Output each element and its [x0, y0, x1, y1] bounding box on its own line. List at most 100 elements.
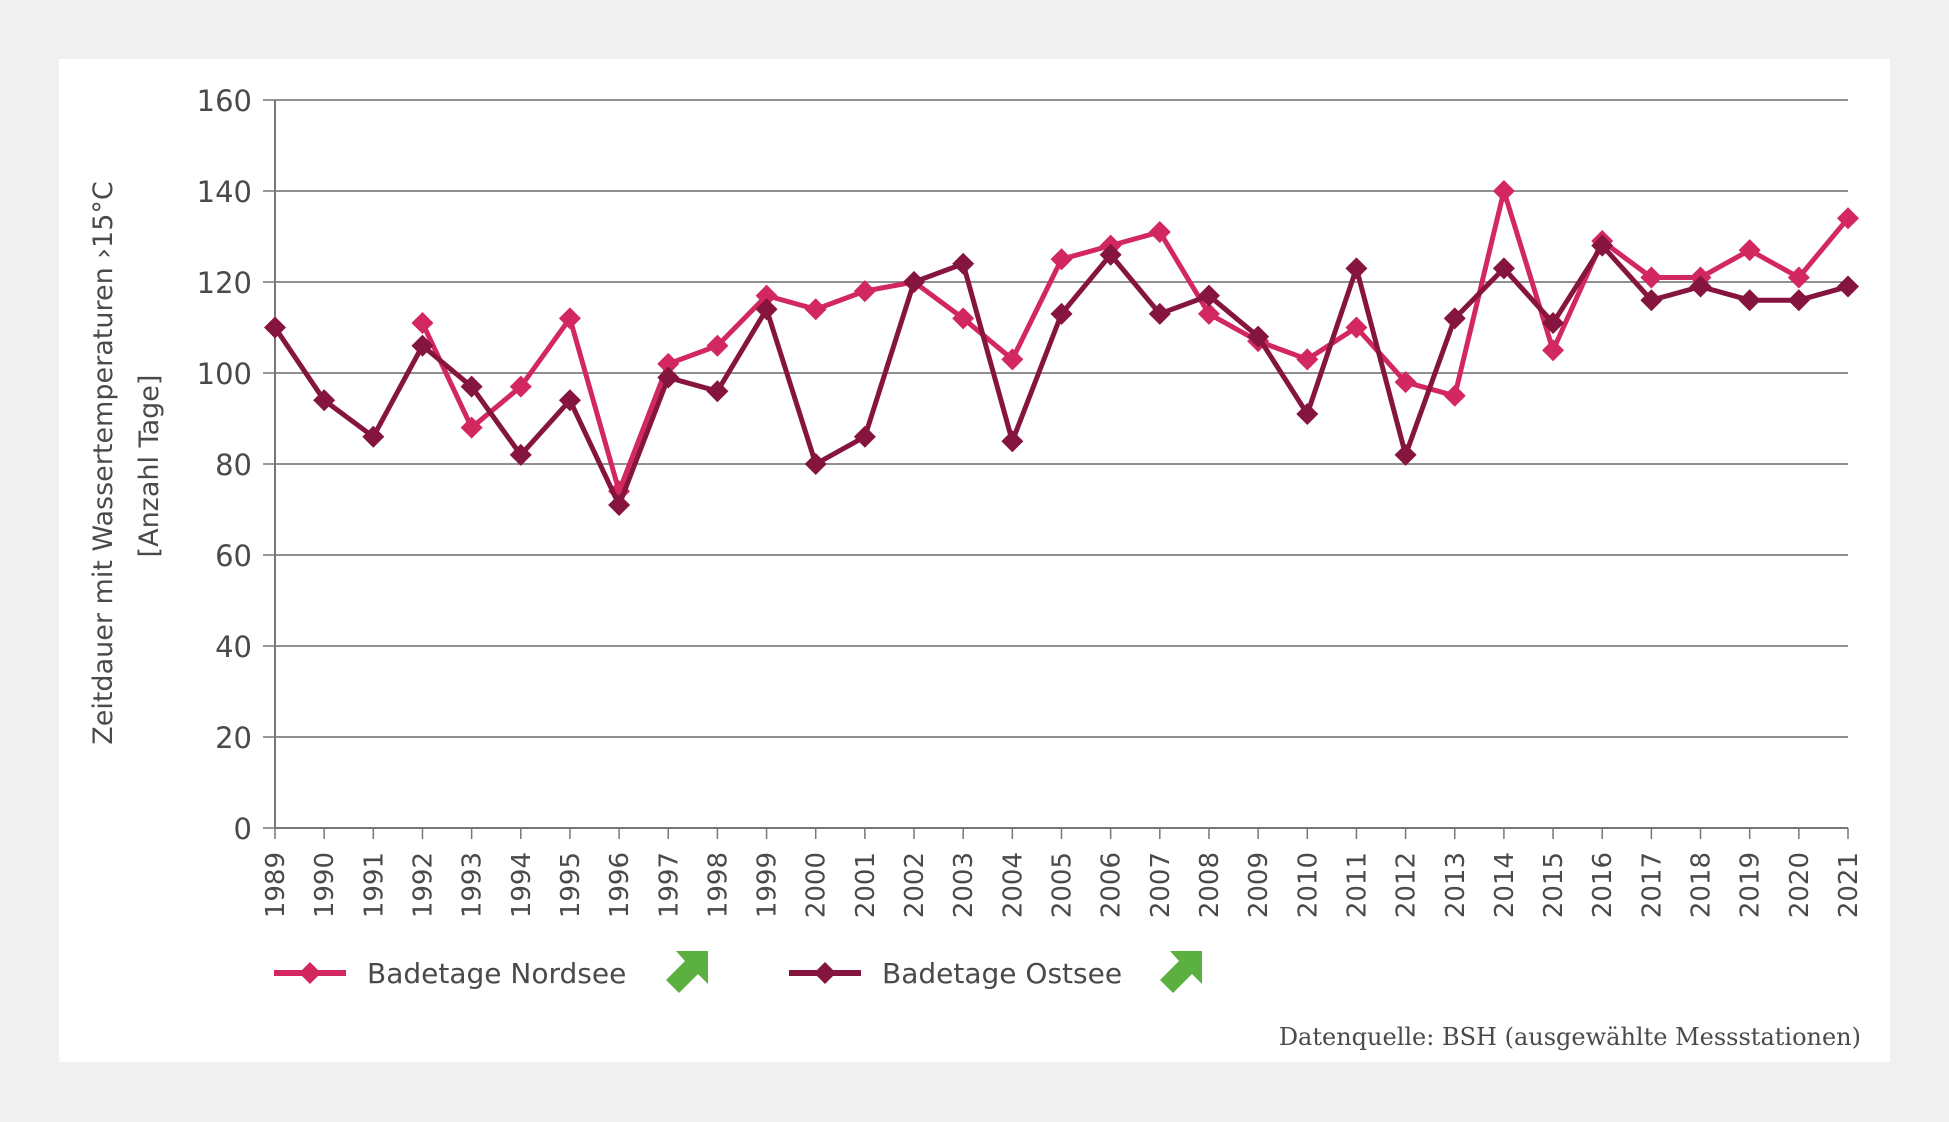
- x-tick-label: 1991: [359, 852, 389, 918]
- data-point-marker[interactable]: [1837, 207, 1859, 230]
- data-point-marker[interactable]: [1443, 307, 1466, 330]
- x-tick-label: 1999: [753, 852, 783, 918]
- x-tick-label: 2018: [1687, 852, 1717, 918]
- x-tick-label: 2004: [998, 852, 1028, 918]
- data-point-marker[interactable]: [1001, 348, 1024, 371]
- data-point-marker[interactable]: [1001, 430, 1024, 453]
- x-tick-label: 2020: [1785, 852, 1815, 918]
- x-tick-label: 2003: [949, 852, 979, 918]
- data-point-marker[interactable]: [509, 443, 532, 466]
- data-point-marker[interactable]: [1197, 302, 1220, 325]
- data-point-marker[interactable]: [1640, 289, 1663, 312]
- data-point-marker[interactable]: [1591, 234, 1614, 257]
- data-point-marker[interactable]: [608, 493, 631, 516]
- y-axis-title: Zeitdauer mit Wassertemperaturen ›15°C: [88, 181, 119, 745]
- data-point-marker[interactable]: [657, 352, 680, 375]
- chart-card: [59, 59, 1890, 1062]
- data-point-marker[interactable]: [952, 307, 975, 330]
- data-point-marker[interactable]: [1492, 257, 1515, 280]
- legend-item-nordsee[interactable]: Badetage Nordsee: [274, 951, 708, 993]
- y-tick-label: 120: [197, 266, 252, 300]
- data-point-marker[interactable]: [657, 366, 680, 389]
- x-tick-label: 2009: [1244, 852, 1274, 918]
- x-tick-label: 2015: [1539, 852, 1569, 918]
- data-point-marker[interactable]: [264, 316, 286, 339]
- data-point-marker[interactable]: [755, 298, 778, 321]
- x-tick-label: 2010: [1293, 852, 1323, 918]
- x-tick-label: 1996: [605, 852, 635, 918]
- data-point-marker[interactable]: [903, 271, 926, 293]
- x-tick-label: 1995: [556, 852, 586, 918]
- y-tick-label: 140: [197, 175, 252, 209]
- data-point-marker[interactable]: [1443, 384, 1466, 407]
- x-tick-label: 2011: [1342, 852, 1372, 918]
- data-point-marker[interactable]: [1542, 339, 1565, 362]
- data-point-marker[interactable]: [755, 284, 778, 307]
- trend-up-arrow-icon: [666, 951, 708, 993]
- data-point-marker[interactable]: [1345, 257, 1368, 280]
- x-tick-label: 2021: [1834, 852, 1864, 918]
- data-point-marker[interactable]: [1837, 275, 1859, 298]
- data-point-marker[interactable]: [1050, 302, 1073, 325]
- x-tick-label: 2000: [802, 852, 832, 918]
- y-tick-label: 0: [234, 812, 252, 846]
- data-point-marker[interactable]: [853, 280, 876, 303]
- y-tick-label: 60: [215, 539, 252, 573]
- data-point-marker[interactable]: [460, 375, 483, 398]
- legend-swatch-marker: [299, 962, 321, 984]
- data-point-marker[interactable]: [313, 389, 336, 412]
- x-tick-label: 1992: [408, 852, 438, 918]
- data-point-marker[interactable]: [804, 298, 827, 321]
- data-point-marker[interactable]: [1542, 311, 1565, 334]
- x-tick-label: 2012: [1392, 852, 1422, 918]
- data-point-marker[interactable]: [1689, 275, 1712, 298]
- data-point-marker[interactable]: [558, 307, 581, 330]
- data-point-marker[interactable]: [1050, 248, 1073, 271]
- x-tick-label: 1993: [458, 852, 488, 918]
- data-point-marker[interactable]: [1738, 289, 1761, 312]
- data-point-marker[interactable]: [952, 252, 975, 275]
- x-tick-label: 1989: [261, 852, 291, 918]
- data-point-marker[interactable]: [362, 425, 385, 448]
- data-point-marker[interactable]: [1296, 402, 1319, 425]
- series-line: [420, 181, 1850, 500]
- data-point-marker[interactable]: [1345, 316, 1368, 339]
- legend-item-ostsee[interactable]: Badetage Ostsee: [789, 951, 1202, 993]
- data-point-marker[interactable]: [706, 334, 729, 357]
- x-tick-label: 2002: [900, 852, 930, 918]
- data-point-marker[interactable]: [1148, 302, 1171, 325]
- x-tick-label: 1994: [507, 852, 537, 918]
- data-point-marker[interactable]: [558, 389, 581, 412]
- x-tick-label: 2016: [1588, 852, 1618, 918]
- data-point-marker[interactable]: [460, 416, 483, 439]
- data-point-marker[interactable]: [1296, 348, 1319, 371]
- data-point-marker[interactable]: [1787, 289, 1810, 312]
- series-ostsee: [264, 234, 1859, 516]
- data-point-marker[interactable]: [1492, 180, 1515, 202]
- data-point-marker[interactable]: [706, 380, 729, 403]
- data-point-marker[interactable]: [1394, 371, 1417, 394]
- data-point-marker[interactable]: [1787, 266, 1810, 289]
- x-tick-label: 2007: [1146, 852, 1176, 918]
- data-point-marker[interactable]: [1247, 325, 1270, 348]
- legend-swatch-marker: [814, 962, 836, 984]
- x-tick-label: 1998: [703, 852, 733, 918]
- data-point-marker[interactable]: [1394, 443, 1417, 466]
- data-point-marker[interactable]: [1197, 284, 1220, 307]
- x-tick-label: 2014: [1490, 852, 1520, 918]
- data-point-marker[interactable]: [411, 334, 434, 357]
- x-tick-label: 1997: [654, 852, 684, 918]
- y-tick-label: 160: [197, 84, 252, 118]
- data-point-marker[interactable]: [804, 453, 827, 475]
- data-point-marker[interactable]: [509, 375, 532, 398]
- data-point-marker[interactable]: [853, 425, 876, 448]
- y-tick-label: 100: [197, 357, 252, 391]
- data-point-marker[interactable]: [1148, 220, 1171, 243]
- x-tick-label: 1990: [310, 852, 340, 918]
- data-point-marker[interactable]: [1738, 239, 1761, 262]
- data-point-marker[interactable]: [1099, 243, 1122, 266]
- y-tick-label: 20: [215, 721, 252, 755]
- data-point-marker[interactable]: [1640, 266, 1663, 289]
- data-point-marker[interactable]: [411, 311, 434, 334]
- y-tick-label: 80: [215, 448, 252, 482]
